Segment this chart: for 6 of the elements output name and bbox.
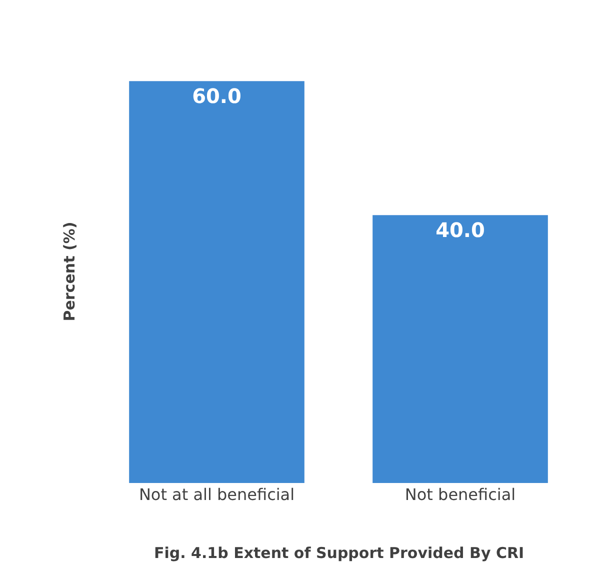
x-tick-label: Not at all beneficial <box>138 485 295 504</box>
x-tick-label: Not beneficial <box>404 485 516 504</box>
text: Fig. 4.1b Extent of Support Provided By CRI <box>154 544 524 562</box>
data-label: 40.0 <box>436 218 485 242</box>
y-axis-title: Percent (%) <box>60 222 78 322</box>
data-label: 60.0 <box>192 84 242 108</box>
